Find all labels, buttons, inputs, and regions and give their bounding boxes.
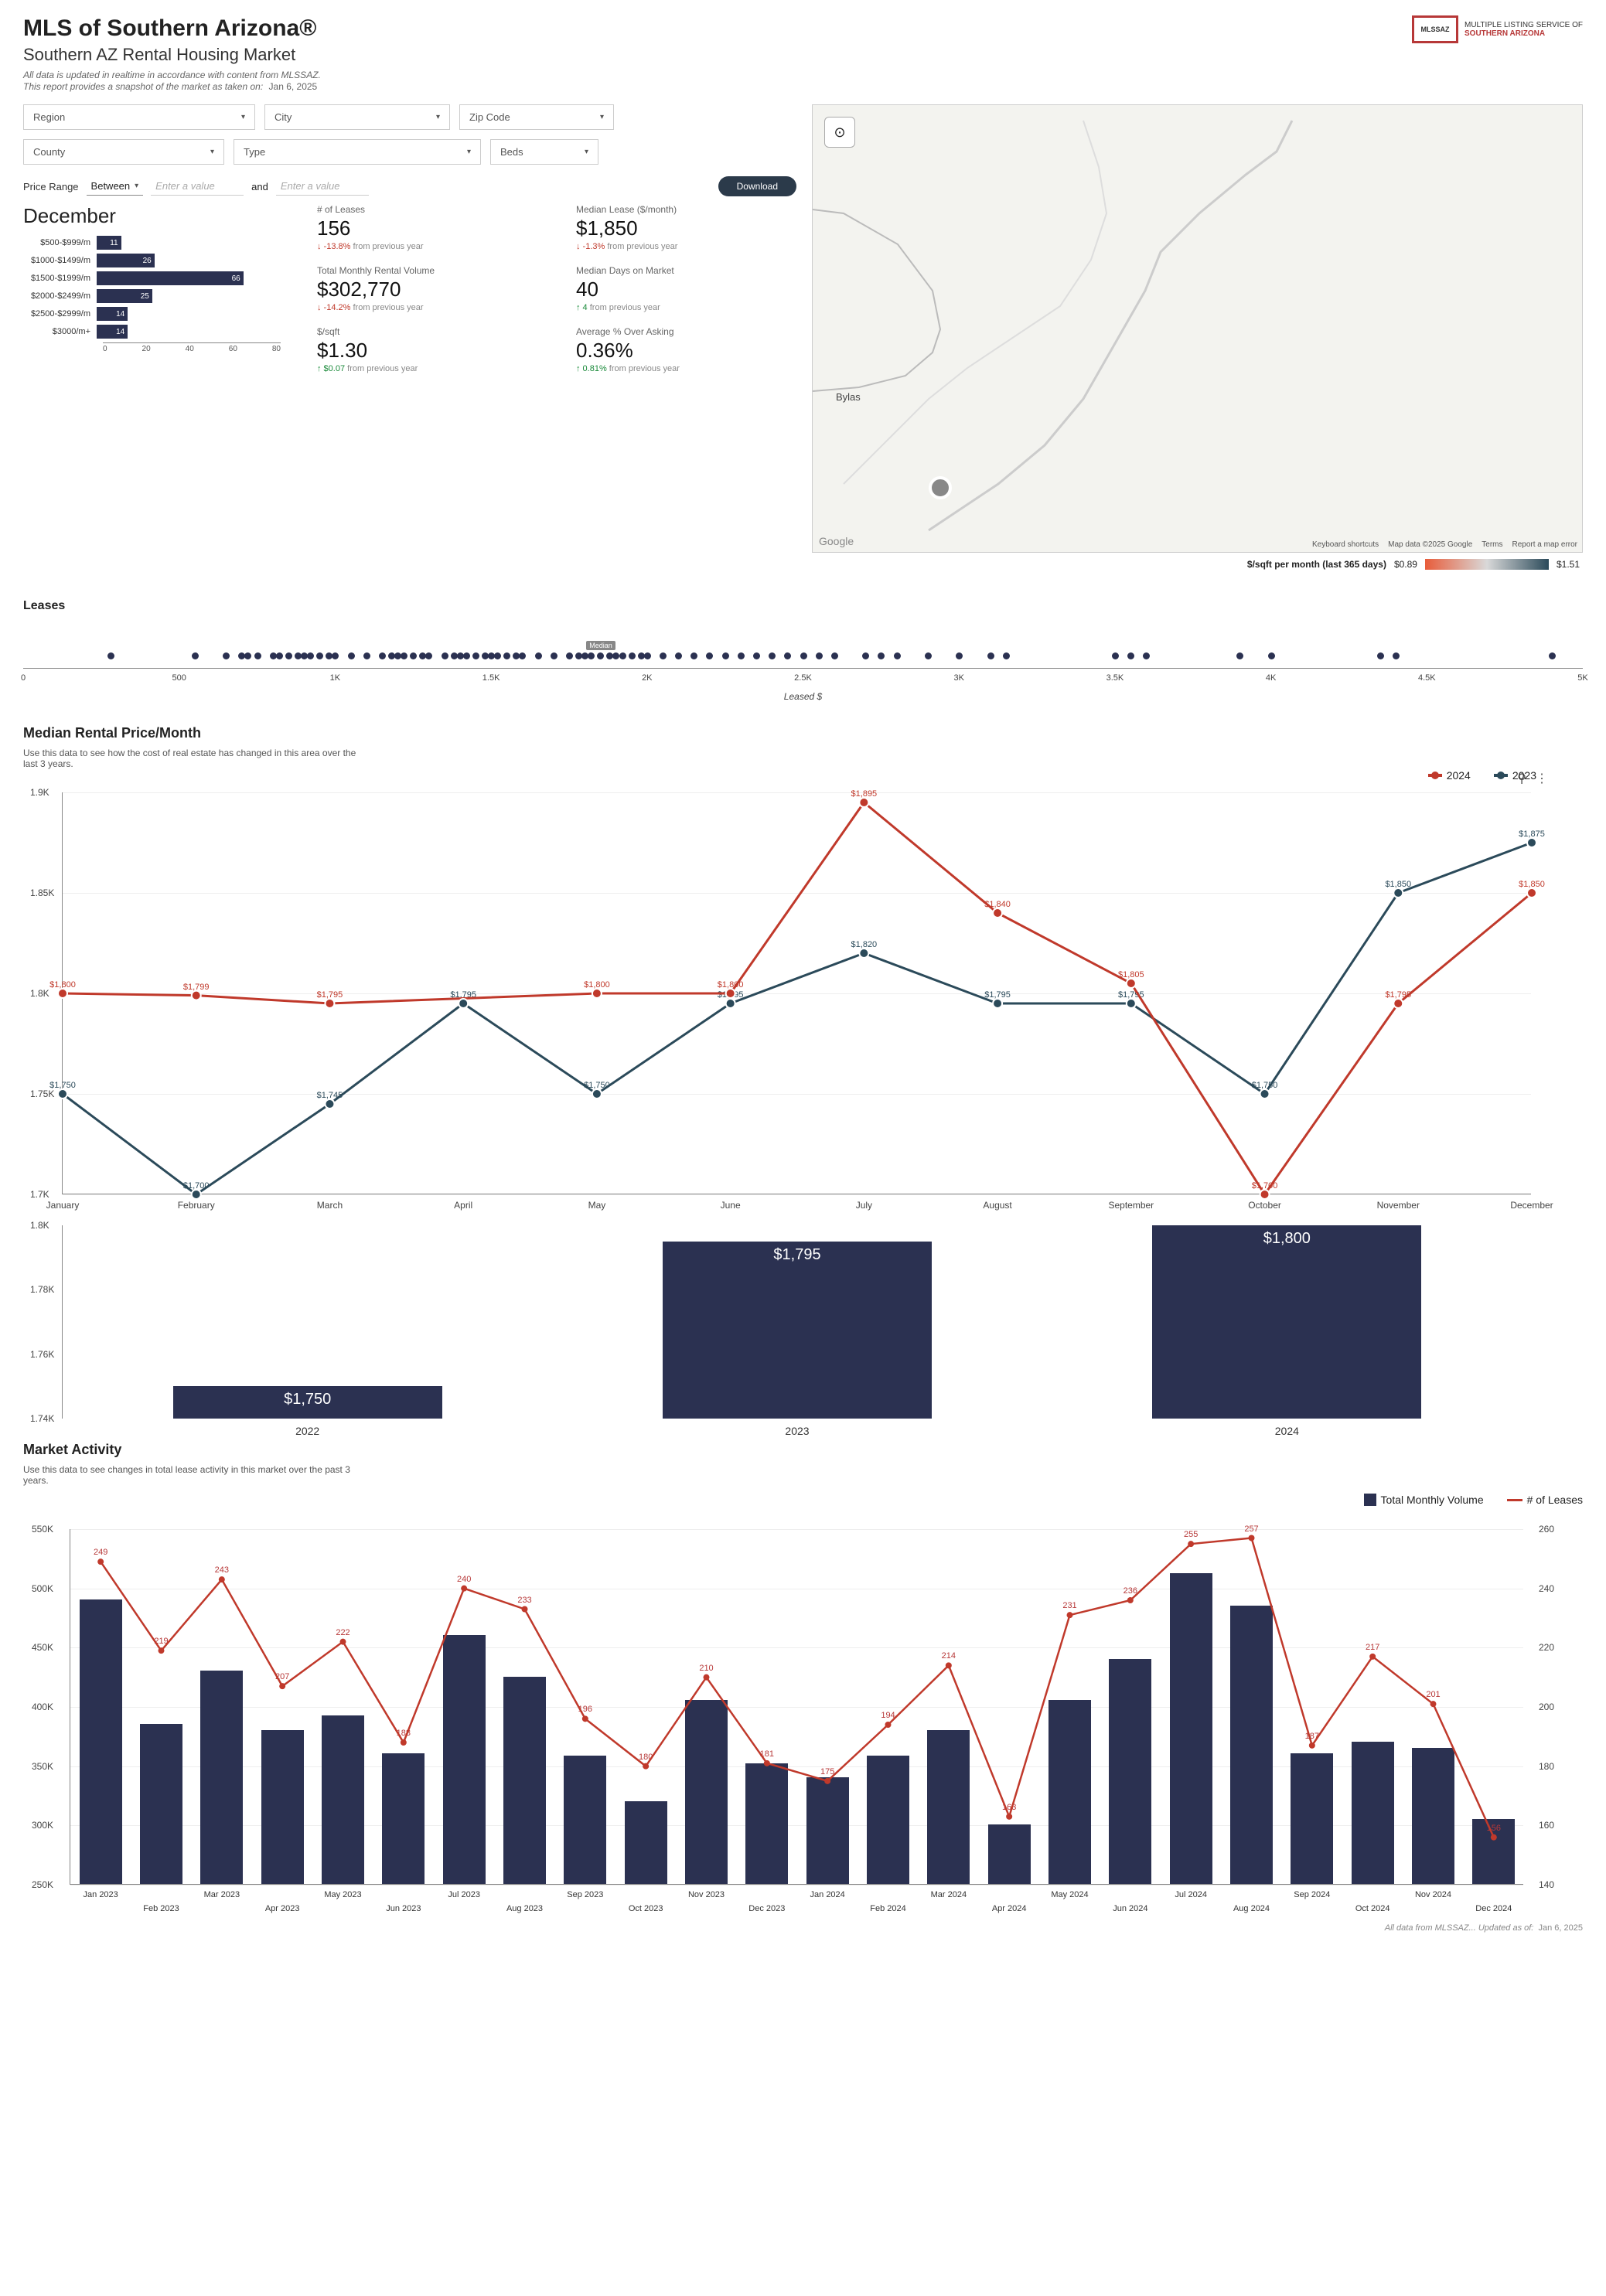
footer-note: All data from MLSSAZ... Updated as of: J… <box>23 1923 1583 1933</box>
year-bars-chart: 1.74K1.76K1.78K1.8K$1,7502022$1,7952023$… <box>62 1225 1531 1419</box>
median-legend: 20242023 <box>1428 769 1536 782</box>
ma-legend: Total Monthly Volume# of Leases <box>23 1494 1583 1506</box>
filter-region[interactable]: Region▾ <box>23 104 255 130</box>
download-button[interactable]: Download <box>718 176 796 196</box>
logo: MULTIPLE LISTING SERVICE OF SOUTHERN ARI… <box>1412 15 1583 43</box>
header-note-2: This report provides a snapshot of the m… <box>23 81 321 92</box>
price-histogram: $500-$999/m11$1000-$1499/m26$1500-$1999/… <box>23 236 294 353</box>
map[interactable]: ⊙ Bylas Google Keyboard shortcutsMap dat… <box>812 104 1583 553</box>
leases-xlabel: Leased $ <box>23 691 1583 702</box>
chevron-down-icon: ▾ <box>436 113 440 121</box>
more-icon[interactable]: ⋮ <box>1536 771 1548 786</box>
market-activity-chart: 250K300K350K400K450K500K550K140160180200… <box>70 1529 1523 1885</box>
median-title: Median Rental Price/Month <box>23 725 1583 741</box>
stat-grid: # of Leases 156 ↓ -13.8% from previous y… <box>317 204 796 373</box>
ma-title: Market Activity <box>23 1442 1583 1458</box>
filter-zip[interactable]: Zip Code▾ <box>459 104 614 130</box>
price-range-min[interactable]: Enter a value <box>151 177 244 196</box>
chevron-down-icon: ▾ <box>585 148 588 156</box>
price-range-max[interactable]: Enter a value <box>276 177 369 196</box>
price-range-label: Price Range <box>23 181 79 192</box>
filter-beds[interactable]: Beds▾ <box>490 139 598 165</box>
ma-subtitle: Use this data to see changes in total le… <box>23 1464 371 1486</box>
chevron-down-icon: ▾ <box>600 113 604 121</box>
month-heading: December <box>23 204 294 228</box>
price-range-mode[interactable]: Between ▾ <box>87 177 144 196</box>
filter-type[interactable]: Type▾ <box>234 139 481 165</box>
page-title: MLS of Southern Arizona® <box>23 15 321 42</box>
gradient-bar <box>1425 559 1549 570</box>
chevron-down-icon: ▾ <box>241 113 245 121</box>
chevron-down-icon: ▾ <box>467 148 471 156</box>
median-subtitle: Use this data to see how the cost of rea… <box>23 748 371 769</box>
map-place-label: Bylas <box>836 391 861 403</box>
logo-icon <box>1412 15 1458 43</box>
median-line-chart: 1.7K1.75K1.8K1.85K1.9KJanuaryFebruaryMar… <box>62 792 1531 1194</box>
filter-city[interactable]: City▾ <box>264 104 450 130</box>
page-subtitle: Southern AZ Rental Housing Market <box>23 45 321 65</box>
map-google-logo: Google <box>819 535 854 547</box>
map-attribution: Keyboard shortcutsMap data ©2025 GoogleT… <box>1312 540 1577 549</box>
leases-title: Leases <box>23 599 1583 613</box>
filter-county[interactable]: County▾ <box>23 139 224 165</box>
header-note-1: All data is updated in realtime in accor… <box>23 70 321 80</box>
chevron-down-icon: ▾ <box>210 148 214 156</box>
map-legend: $/sqft per month (last 365 days) $0.89 $… <box>812 553 1583 576</box>
leases-strip-chart: 05001K1.5K2K2.5K3K3.5K4K4.5K5KMedian <box>23 621 1583 690</box>
and-label: and <box>251 181 268 192</box>
